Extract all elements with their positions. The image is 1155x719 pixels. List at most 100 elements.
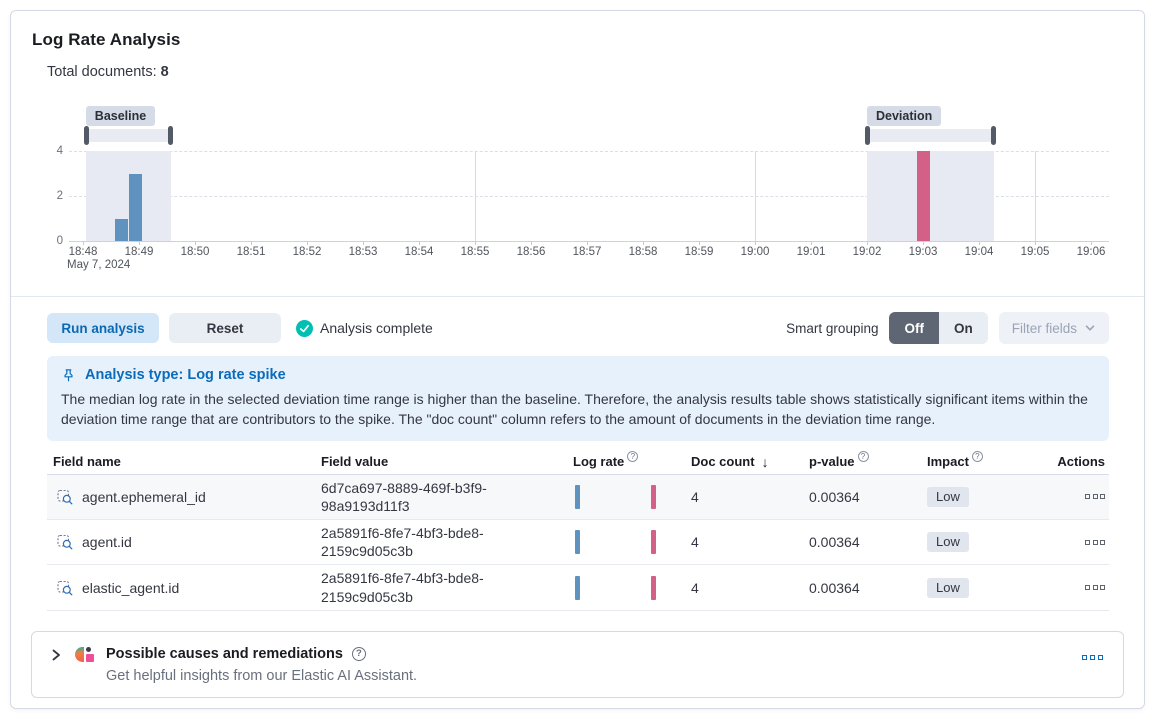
field-value: 2a5891f6-8fe7-4bf3-bde8-2159c9d05c3b (321, 524, 484, 560)
filter-field-icon[interactable] (57, 534, 73, 550)
doc-count-cell: 4 (685, 485, 803, 509)
possible-causes-subtitle: Get helpful insights from our Elastic AI… (106, 667, 418, 684)
doc-count-bar (114, 218, 128, 241)
log-rate-sparkline (573, 575, 665, 601)
x-axis-label: 18:51 (236, 246, 266, 258)
y-axis-label: 4 (56, 145, 63, 157)
total-documents: Total documents: 8 (47, 64, 1144, 80)
row-actions-icon[interactable] (1085, 585, 1105, 591)
sparkline-deviation-bar (651, 575, 656, 600)
field-name: agent.id (82, 534, 132, 551)
column-header-impact[interactable]: Impact? (921, 451, 1033, 469)
total-documents-label: Total documents: (47, 64, 157, 80)
filter-fields-label: Filter fields (1011, 320, 1077, 336)
x-axis-label: 19:03 (908, 246, 938, 258)
analysis-type-callout: Analysis type: Log rate spike The median… (47, 356, 1109, 441)
deviation-brush-right-handle[interactable] (991, 126, 997, 145)
x-tick-mark (1035, 241, 1036, 245)
x-tick-mark (1091, 241, 1092, 245)
x-tick-mark (83, 241, 84, 245)
column-header-log-rate[interactable]: Log rate? (567, 451, 685, 469)
column-header-actions: Actions (1033, 454, 1109, 469)
section-divider (11, 296, 1144, 297)
chevron-right-icon (52, 649, 60, 661)
doc-count-bar (128, 173, 142, 241)
x-axis-label: 18:58 (628, 246, 658, 258)
impact-cell: Low (921, 483, 1033, 511)
column-header-field-value[interactable]: Field value (315, 454, 567, 469)
analysis-type-title: Analysis type: Log rate spike (85, 367, 286, 383)
table-row: agent.ephemeral_id 6d7ca697-8889-469f-b3f… (47, 474, 1109, 520)
x-tick-mark (867, 241, 868, 245)
impact-badge: Low (927, 532, 969, 553)
smart-grouping-on-button[interactable]: On (938, 312, 988, 344)
filter-fields-button[interactable]: Filter fields (998, 312, 1109, 344)
x-axis-label: 19:05 (1020, 246, 1050, 258)
row-actions-icon[interactable] (1085, 539, 1105, 545)
x-tick-mark (923, 241, 924, 245)
y-axis-label: 0 (56, 235, 63, 247)
elastic-ai-assistant-icon (75, 646, 94, 662)
doc-count-value: 4 (691, 488, 699, 505)
total-documents-value: 8 (160, 64, 169, 80)
column-header-doc-count[interactable]: Doc count ↓ (685, 454, 803, 470)
smart-grouping-label: Smart grouping (786, 320, 879, 336)
sort-descending-icon: ↓ (761, 453, 769, 470)
field-value: 6d7ca697-8889-469f-b3f9-98a9193d11f3 (321, 479, 487, 514)
help-icon[interactable]: ? (857, 451, 869, 463)
filter-field-icon[interactable] (57, 489, 73, 505)
baseline-brush[interactable] (85, 129, 171, 142)
actions-cell (1033, 490, 1109, 503)
field-name-cell: agent.ephemeral_id (47, 485, 315, 509)
expand-chevron-button[interactable] (47, 646, 65, 665)
impact-cell: Low (921, 528, 1033, 556)
x-tick-mark (195, 241, 196, 245)
x-axis-label: 18:55 (460, 246, 490, 258)
impact-cell: Low (921, 574, 1033, 602)
x-tick-mark (419, 241, 420, 245)
analysis-status-label: Analysis complete (320, 320, 433, 336)
reset-button[interactable]: Reset (169, 313, 281, 343)
controls-bar: Run analysis Reset Analysis complete Sma… (47, 312, 1109, 344)
x-gridline (755, 151, 756, 241)
x-tick-mark (363, 241, 364, 245)
field-value-cell: 6d7ca697-8889-469f-b3f9-98a9193d11f3 (315, 475, 567, 519)
log-rate-cell (567, 525, 685, 559)
x-axis-label: 18:50 (180, 246, 210, 258)
help-icon[interactable]: ? (971, 451, 983, 463)
filter-field-icon[interactable] (57, 580, 73, 596)
deviation-region (867, 151, 995, 241)
log-rate-cell (567, 571, 685, 605)
x-axis-label: 18:56 (516, 246, 546, 258)
smart-grouping-off-button[interactable]: Off (889, 312, 939, 344)
row-actions-icon[interactable] (1085, 494, 1105, 500)
x-gridline (475, 151, 476, 241)
p-value: 0.00364 (809, 534, 860, 551)
x-axis-label: 18:53 (348, 246, 378, 258)
table-header-row: Field name Field value Log rate? Doc count ↓… (47, 450, 1109, 475)
doc-count-cell: 4 (685, 530, 803, 554)
doc-count-value: 4 (691, 534, 699, 551)
x-tick-mark (139, 241, 140, 245)
help-icon[interactable]: ? (351, 646, 366, 661)
x-axis-label: 19:02 (852, 246, 882, 258)
deviation-brush-left-handle[interactable] (865, 126, 870, 145)
results-table: Field name Field value Log rate? Doc count ↓… (47, 450, 1109, 611)
x-axis-label: 19:00 (740, 246, 770, 258)
x-axis-label: 19:01 (796, 246, 826, 258)
run-analysis-button[interactable]: Run analysis (47, 313, 159, 343)
baseline-brush-left-handle[interactable] (83, 126, 89, 145)
field-name: agent.ephemeral_id (82, 488, 206, 505)
x-axis-date-label: May 7, 2024 (67, 259, 131, 271)
deviation-brush[interactable] (867, 129, 995, 142)
column-header-field-name[interactable]: Field name (47, 454, 315, 469)
help-icon[interactable]: ? (627, 451, 639, 463)
panel-actions-icon[interactable] (1081, 654, 1103, 661)
sparkline-baseline-bar (575, 575, 580, 600)
doc-count-bar (916, 151, 930, 241)
y-gridline (69, 151, 1109, 152)
column-header-p-value[interactable]: p-value? (803, 451, 921, 469)
p-value-cell: 0.00364 (803, 485, 921, 509)
baseline-brush-right-handle[interactable] (167, 126, 173, 145)
x-tick-mark (531, 241, 532, 245)
